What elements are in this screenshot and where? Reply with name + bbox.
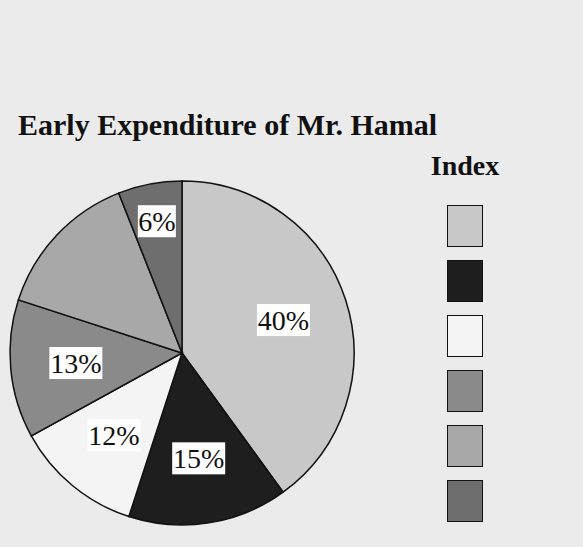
- html-text:Index: Index: [430, 150, 500, 181]
- svg-text:12%: 12%: [88, 420, 139, 451]
- svg-text:13%: 13%: [50, 348, 101, 379]
- html-text:Early Expenditure of Mr. Hamal: Early Expenditure of Mr. Hamal: [18, 108, 438, 141]
- svg-text:40%: 40%: [258, 305, 309, 336]
- svg-text:15%: 15%: [173, 443, 224, 474]
- svg-text:6%: 6%: [138, 206, 175, 237]
